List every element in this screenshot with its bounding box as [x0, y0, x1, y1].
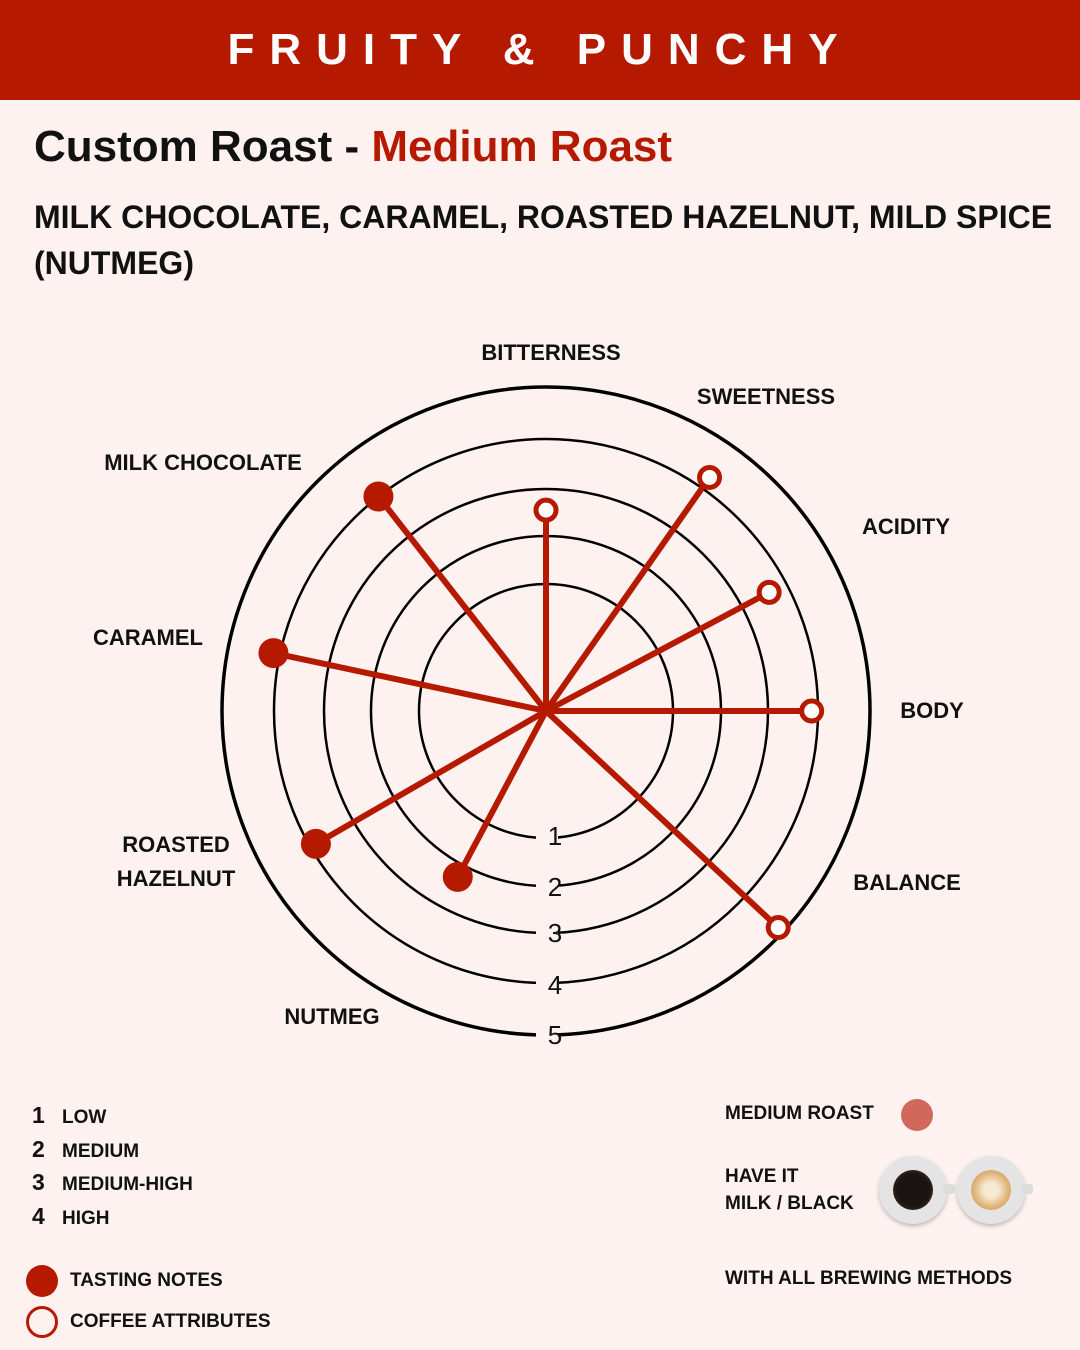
axis-label: BODY — [900, 698, 964, 723]
axis-label: MILK CHOCOLATE — [104, 450, 302, 475]
marker-legend: TASTING NOTES COFFEE ATTRIBUTES — [26, 1260, 271, 1342]
attribute-point — [533, 497, 559, 523]
legend-attributes-label: COFFEE ATTRIBUTES — [70, 1310, 271, 1332]
ring-number-label: 4 — [548, 970, 562, 1000]
axis-spoke — [543, 474, 713, 714]
milk-coffee-icon — [957, 1156, 1033, 1224]
title-prefix: Custom Roast - — [34, 122, 372, 171]
legend-tasting-notes: TASTING NOTES — [26, 1260, 271, 1301]
scale-legend-row: 2 MEDIUM — [32, 1136, 193, 1170]
ring-number-label: 5 — [548, 1020, 562, 1050]
axis-spoke — [543, 708, 782, 931]
attribute-point — [765, 915, 791, 941]
ring-label-bg — [536, 867, 558, 897]
title-banner: FRUITY & PUNCHY — [0, 0, 1080, 100]
axis-label: BALANCE — [853, 870, 961, 895]
axis-label: NUTMEG — [284, 1004, 379, 1029]
ring-label-bg — [536, 1015, 558, 1045]
have-it-line2: MILK / BLACK — [725, 1193, 854, 1214]
axis-spoke — [454, 708, 549, 880]
scale-legend-row: 3 MEDIUM-HIGH — [32, 1169, 193, 1203]
axis-label: ROASTED HAZELNUT — [117, 832, 236, 891]
scale-legend: 1 LOW 2 MEDIUM 3 MEDIUM-HIGH 4 HIGH — [32, 1102, 193, 1236]
axis-label: BITTERNESS — [481, 340, 620, 365]
filled-dot-icon — [26, 1264, 58, 1297]
attribute-point — [799, 698, 825, 724]
axis-spoke — [270, 650, 549, 714]
scale-text: MEDIUM-HIGH — [62, 1174, 193, 1195]
scale-text: MEDIUM — [62, 1140, 140, 1162]
axis-label: CARAMEL — [93, 625, 203, 650]
open-dot-icon — [26, 1305, 58, 1338]
ring-label-bg — [536, 913, 558, 943]
roast-color-swatch — [901, 1099, 933, 1131]
legend-coffee-attributes: COFFEE ATTRIBUTES — [26, 1301, 271, 1342]
ring-label-bg — [536, 965, 558, 995]
tasting-note-point — [363, 481, 394, 512]
page-title: Custom Roast - Medium Roast — [34, 122, 672, 172]
scale-legend-row: 1 LOW — [32, 1102, 193, 1136]
axis-spoke — [375, 493, 549, 714]
ring-number-label: 1 — [548, 821, 562, 851]
tasting-note-point — [258, 638, 289, 669]
ring-label-bg — [536, 816, 558, 846]
axis-label: SWEETNESS — [697, 384, 835, 409]
black-coffee-icon — [879, 1156, 955, 1224]
scale-legend-row: 4 HIGH — [32, 1203, 193, 1237]
scale-number: 2 — [32, 1135, 45, 1162]
scale-text: HIGH — [62, 1207, 110, 1229]
ring-number-label: 3 — [548, 918, 562, 948]
scale-number: 1 — [32, 1102, 45, 1128]
title-roast: Medium Roast — [371, 122, 673, 171]
attribute-point — [697, 464, 723, 490]
tasting-note-point — [442, 861, 473, 892]
scale-number: 4 — [32, 1202, 45, 1229]
banner-title: FRUITY & PUNCHY — [227, 25, 853, 74]
have-it-line1: HAVE IT — [725, 1166, 799, 1187]
legend-tasting-label: TASTING NOTES — [70, 1269, 223, 1291]
scale-text: LOW — [62, 1107, 107, 1128]
flavor-notes: MILK CHOCOLATE, CARAMEL, ROASTED HAZELNU… — [34, 199, 1053, 281]
tasting-note-point — [300, 828, 331, 859]
serving-info: HAVE IT MILK / BLACK — [725, 1163, 854, 1217]
attribute-point — [756, 579, 782, 605]
roast-level-label: MEDIUM ROAST — [725, 1103, 874, 1124]
axis-spoke — [312, 708, 549, 847]
axis-spoke — [543, 589, 773, 714]
brewing-methods: WITH ALL BREWING METHODS — [725, 1268, 1013, 1289]
scale-number: 3 — [32, 1169, 45, 1195]
axis-label: ACIDITY — [862, 514, 950, 539]
ring-number-label: 2 — [548, 872, 562, 902]
